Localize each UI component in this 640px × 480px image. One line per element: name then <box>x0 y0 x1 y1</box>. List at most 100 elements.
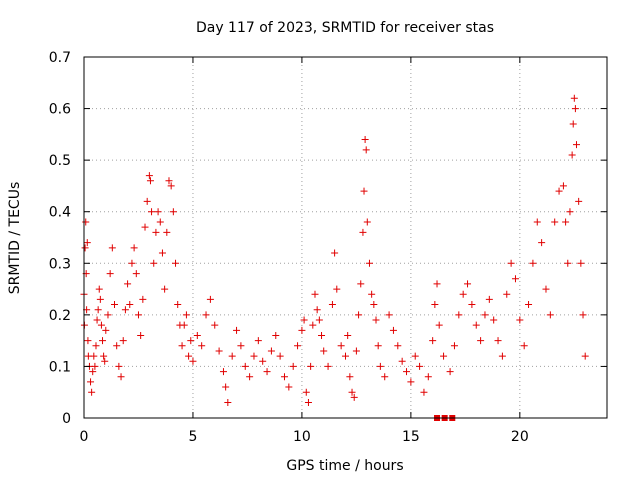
data-point <box>298 326 306 334</box>
data-point <box>185 352 193 360</box>
data-point <box>363 218 371 226</box>
data-point <box>304 399 312 407</box>
data-point <box>102 326 110 334</box>
data-point <box>137 331 145 339</box>
data-point <box>91 362 99 370</box>
data-point <box>538 239 546 247</box>
y-tick-label: 0.3 <box>49 256 71 272</box>
data-point <box>97 321 105 329</box>
data-point <box>180 321 188 329</box>
data-point <box>411 352 419 360</box>
data-point <box>490 316 498 324</box>
y-tick-label: 0.4 <box>49 205 71 221</box>
data-point <box>407 378 415 386</box>
data-point <box>93 316 101 324</box>
y-tick-label: 0.1 <box>49 359 71 375</box>
data-point <box>167 182 175 190</box>
data-point <box>267 347 275 355</box>
data-point <box>344 331 352 339</box>
data-point <box>566 208 574 216</box>
x-axis-title: GPS time / hours <box>286 458 403 474</box>
data-point <box>96 295 104 303</box>
data-point <box>119 337 127 345</box>
data-point <box>435 321 443 329</box>
data-point <box>359 228 367 236</box>
data-point <box>525 301 533 309</box>
data-point <box>106 270 114 278</box>
data-point <box>446 368 454 376</box>
data-point <box>178 342 186 350</box>
data-point <box>575 197 583 205</box>
data-point <box>154 208 162 216</box>
data-point <box>146 177 154 185</box>
data-point <box>313 306 321 314</box>
data-point <box>84 337 92 345</box>
data-point <box>348 388 356 396</box>
data-point <box>309 321 317 329</box>
data-point <box>117 373 125 381</box>
data-point <box>389 326 397 334</box>
data-point <box>124 280 132 288</box>
data-point <box>141 223 149 231</box>
data-point <box>440 352 448 360</box>
data-point <box>272 331 280 339</box>
data-point <box>250 352 258 360</box>
data-point <box>219 368 227 376</box>
y-tick-label: 0.5 <box>49 153 71 169</box>
data-point <box>372 316 380 324</box>
data-point <box>81 244 89 252</box>
data-point <box>579 311 587 319</box>
data-point <box>571 105 579 113</box>
data-point <box>424 373 432 381</box>
data-point <box>357 280 365 288</box>
data-point <box>374 342 382 350</box>
data-point <box>324 362 332 370</box>
data-point <box>564 259 572 267</box>
data-point <box>300 316 308 324</box>
data-point <box>320 347 328 355</box>
data-point <box>572 141 580 149</box>
data-point <box>507 259 515 267</box>
data-point <box>468 301 476 309</box>
data-point <box>111 301 119 309</box>
data-point <box>307 362 315 370</box>
data-point <box>202 311 210 319</box>
x-tick-label: 0 <box>80 429 89 445</box>
data-point <box>546 311 554 319</box>
data-point <box>477 337 485 345</box>
x-tick-label: 20 <box>511 429 529 445</box>
data-point <box>222 383 230 391</box>
y-tick-label: 0 <box>62 411 71 427</box>
data-point <box>302 388 310 396</box>
data-point <box>87 378 95 386</box>
data-point <box>104 311 112 319</box>
axis-ticks <box>83 56 607 419</box>
data-point <box>95 285 103 293</box>
data-point <box>455 311 463 319</box>
data-point <box>365 259 373 267</box>
data-point <box>315 316 323 324</box>
data-point <box>130 244 138 252</box>
data-point <box>328 301 336 309</box>
data-point <box>337 342 345 350</box>
data-point <box>198 342 206 350</box>
data-point <box>331 249 339 257</box>
data-point <box>370 301 378 309</box>
x-tick-label: 10 <box>293 429 311 445</box>
data-point <box>360 187 368 195</box>
data-point <box>128 259 136 267</box>
plot-frame <box>83 56 608 419</box>
data-point <box>450 342 458 350</box>
data-point <box>394 342 402 350</box>
data-point <box>163 228 171 236</box>
data-point <box>403 368 411 376</box>
data-point <box>342 352 349 360</box>
data-point <box>581 352 589 360</box>
data-point <box>172 259 180 267</box>
data-point <box>498 352 506 360</box>
data-point <box>152 228 160 236</box>
data-point <box>156 218 164 226</box>
data-point <box>94 306 102 314</box>
data-point <box>431 301 439 309</box>
